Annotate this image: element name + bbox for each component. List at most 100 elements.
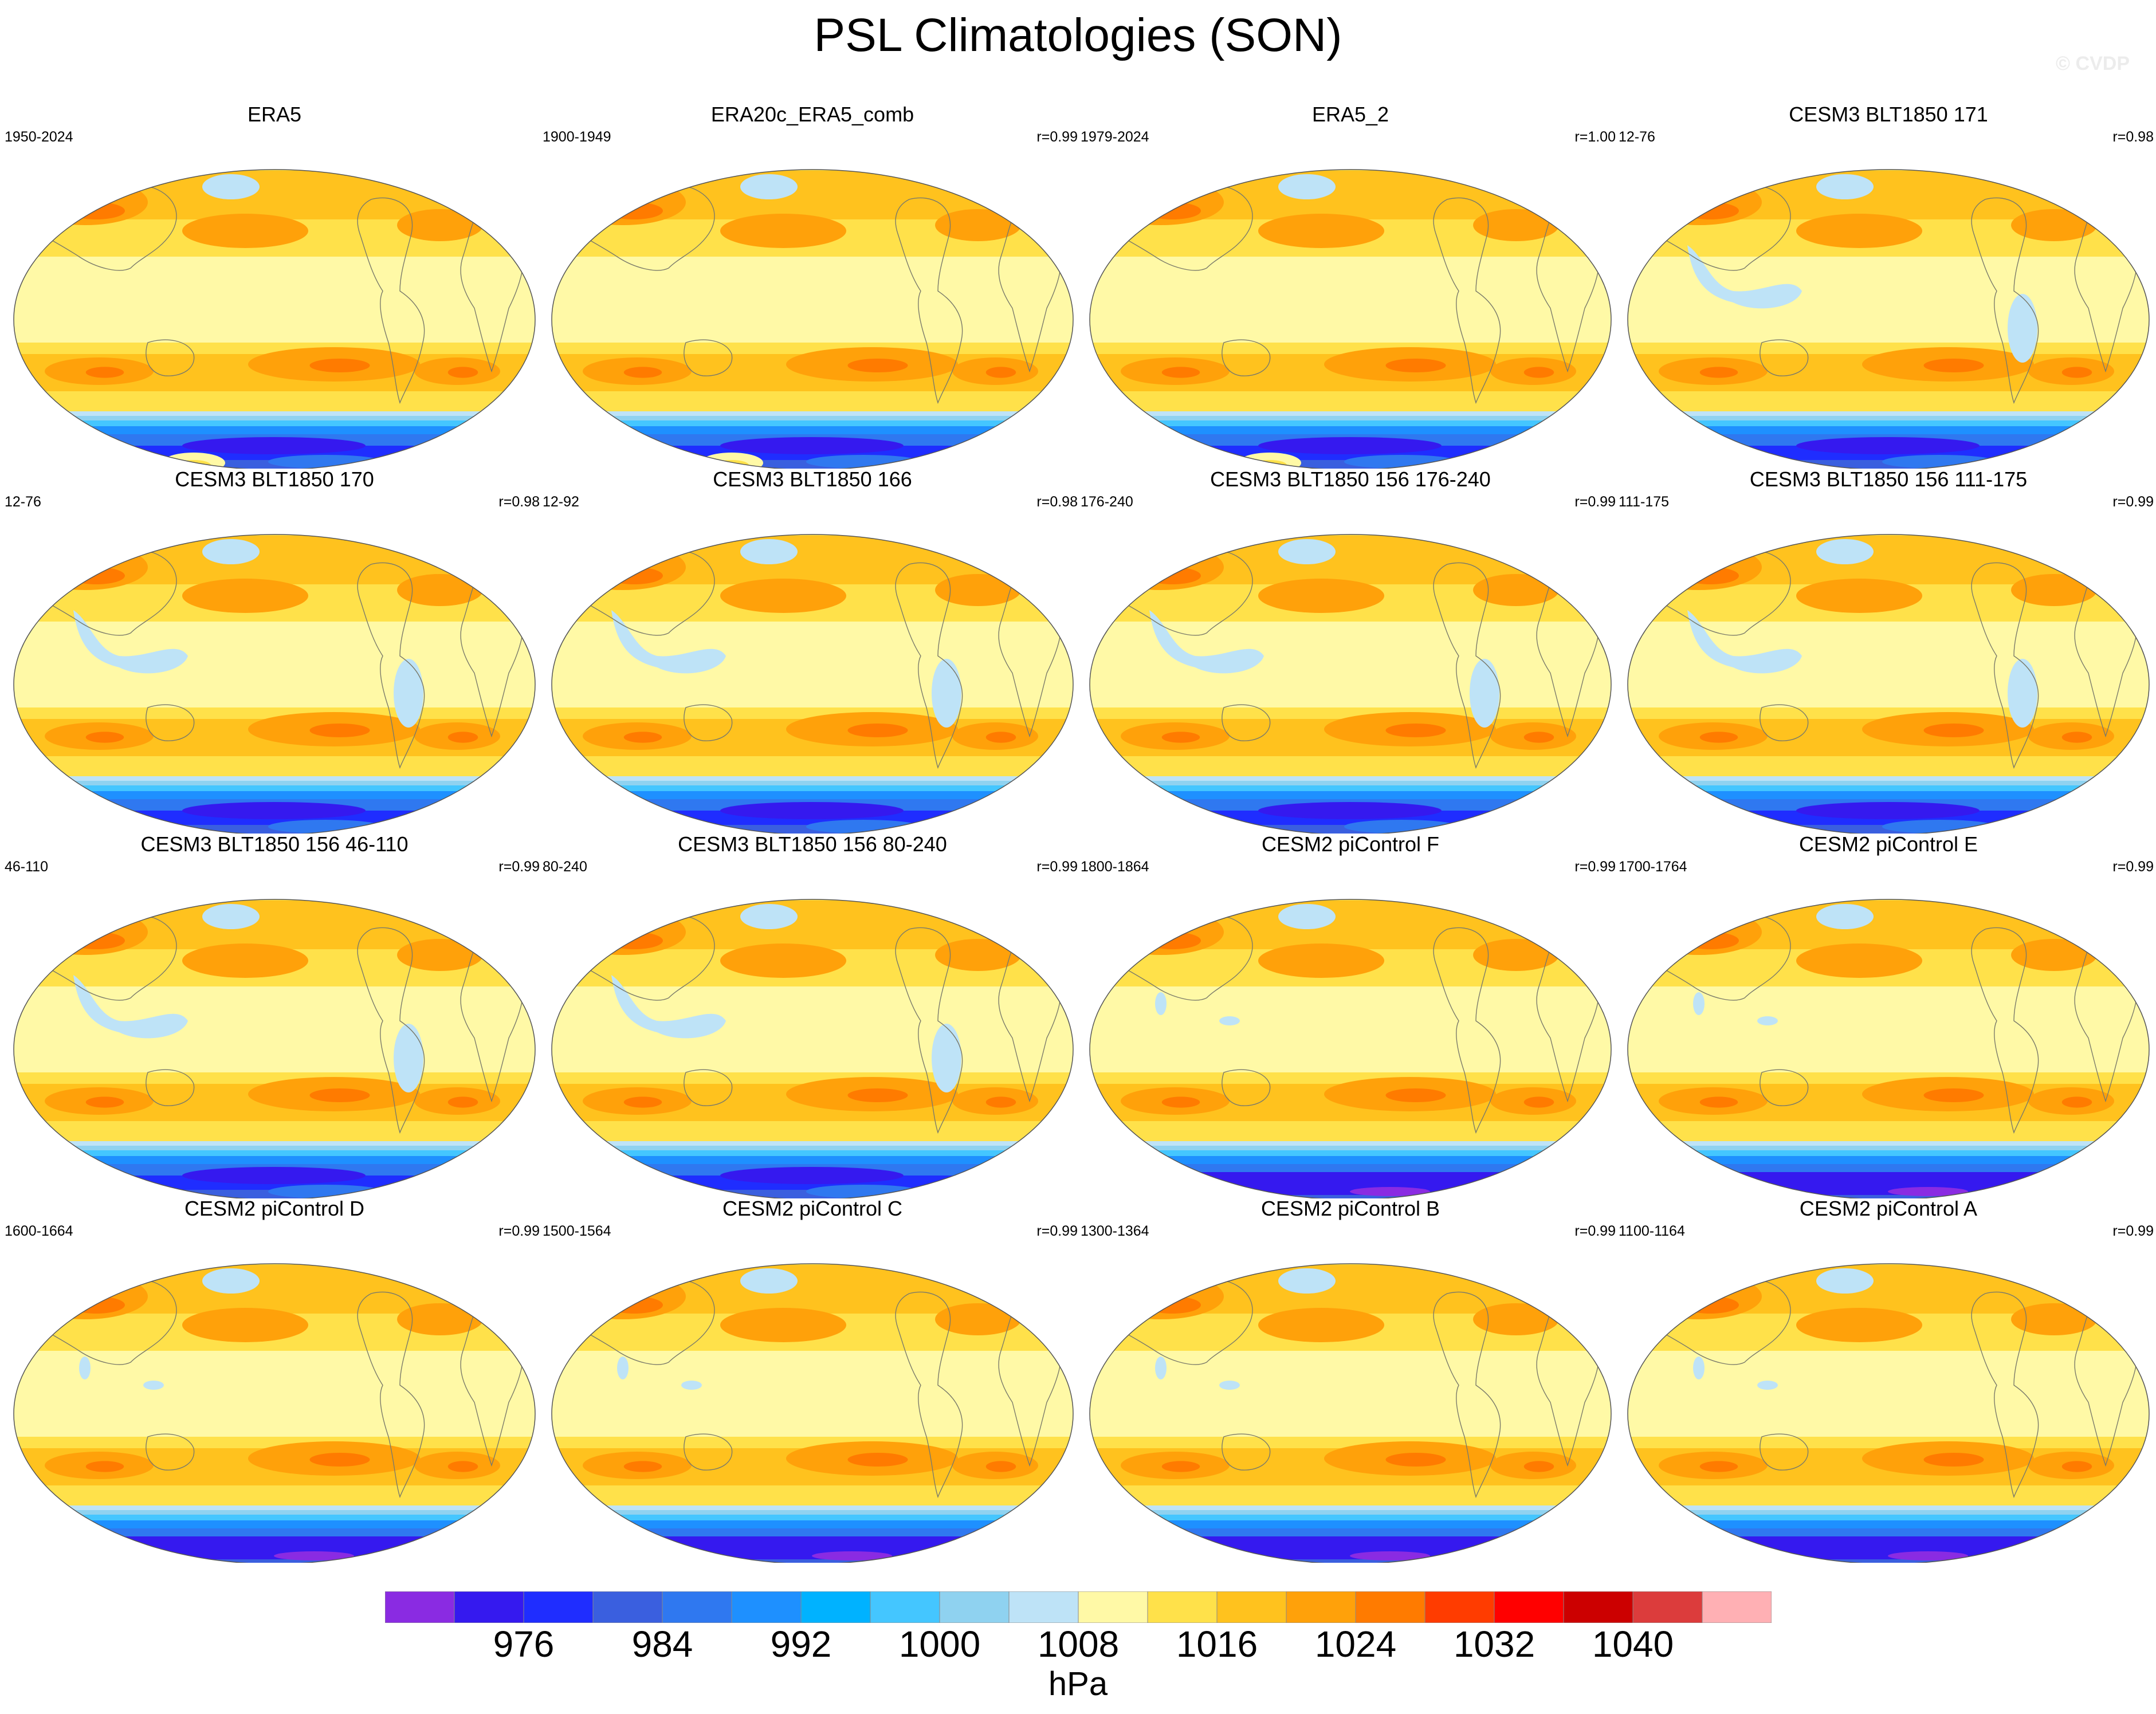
- colorbar-tick-label: 1040: [1592, 1623, 1674, 1665]
- panel-title: CESM2 piControl C: [722, 1197, 903, 1220]
- panel-years: 1800-1864: [1081, 859, 1149, 875]
- colorbar-swatch: [662, 1591, 732, 1623]
- colorbar-tick-label: 1016: [1176, 1623, 1258, 1665]
- panel-title: CESM2 piControl D: [184, 1197, 365, 1220]
- panel-correlation: r=0.99: [1036, 859, 1078, 875]
- panel-correlation: r=0.99: [1036, 1223, 1078, 1239]
- map-panel: CESM3 BLT1850 156 111-175 111-175 r=0.99: [1619, 467, 2156, 834]
- panel-years: 1700-1764: [1619, 859, 1687, 875]
- panel-title: CESM3 BLT1850 171: [1789, 103, 1988, 126]
- psl-map: [1089, 899, 1612, 1198]
- psl-map: [1089, 169, 1612, 469]
- page-title: PSL Climatologies (SON): [814, 9, 1342, 61]
- colorbar-swatch: [1078, 1591, 1148, 1623]
- panel-correlation: r=0.99: [2112, 494, 2154, 510]
- map-panel: CESM3 BLT1850 171 12-76 r=0.98: [1619, 102, 2156, 469]
- map-panel: ERA5_2 1979-2024 r=1.00: [1081, 102, 1620, 469]
- panel-title: CESM3 BLT1850 156 46-110: [140, 832, 409, 856]
- colorbar-tick-label: 1032: [1453, 1623, 1535, 1665]
- map-panel: CESM2 piControl D 1600-1664 r=0.99: [5, 1196, 544, 1563]
- panel-title: CESM3 BLT1850 156 111-175: [1749, 467, 2028, 491]
- psl-map: [1627, 534, 2150, 834]
- map-outline: [13, 899, 536, 1198]
- map-outline: [13, 534, 536, 834]
- map-outline: [13, 1263, 536, 1563]
- psl-map: [13, 1263, 536, 1563]
- map-panel: ERA20c_ERA5_comb 1900-1949 r=0.99: [543, 102, 1082, 469]
- panel-correlation: r=0.99: [1574, 1223, 1616, 1239]
- colorbar-swatch: [939, 1591, 1010, 1623]
- map-outline: [551, 534, 1074, 834]
- panel-years: 1500-1564: [543, 1223, 611, 1239]
- panel-title: ERA20c_ERA5_comb: [710, 103, 914, 126]
- map-panel: CESM2 piControl E 1700-1764 r=0.99: [1619, 832, 2156, 1198]
- colorbar-swatch: [1286, 1591, 1356, 1623]
- panel-years: 1900-1949: [543, 129, 611, 145]
- panel-correlation: r=0.99: [1036, 129, 1078, 145]
- panel-years: 1300-1364: [1081, 1223, 1149, 1239]
- colorbar-tick-label: 984: [631, 1623, 693, 1665]
- panel-title: CESM2 piControl A: [1799, 1197, 1978, 1220]
- panel-correlation: r=0.99: [498, 859, 540, 875]
- psl-map: [1627, 1263, 2150, 1563]
- colorbar-swatch: [454, 1591, 524, 1623]
- panel-title: CESM3 BLT1850 156 80-240: [678, 832, 947, 856]
- panel-years: 1600-1664: [5, 1223, 73, 1239]
- panel-correlation: r=0.98: [498, 494, 540, 510]
- colorbar-swatch: [1147, 1591, 1218, 1623]
- colorbar-swatch: [523, 1591, 594, 1623]
- psl-map: [551, 169, 1074, 469]
- panel-years: 46-110: [5, 859, 48, 875]
- map-outline: [1089, 534, 1612, 834]
- map-panel: ERA5 1950-2024: [5, 102, 544, 469]
- colorbar-units: hPa: [1048, 1665, 1108, 1703]
- map-panel: CESM2 piControl C 1500-1564 r=0.99: [543, 1196, 1082, 1563]
- psl-map: [1089, 534, 1612, 834]
- map-outline: [551, 169, 1074, 469]
- panel-years: 176-240: [1081, 494, 1133, 510]
- colorbar-swatch: [1702, 1591, 1772, 1623]
- cvdp-watermark: © CVDP: [2056, 53, 2130, 74]
- map-outline: [1089, 899, 1612, 1198]
- map-panel: CESM2 piControl A 1100-1164 r=0.99: [1619, 1196, 2156, 1563]
- panel-correlation: r=0.99: [1574, 859, 1616, 875]
- psl-map: [13, 534, 536, 834]
- panel-correlation: r=1.00: [1574, 129, 1616, 145]
- colorbar-swatch: [1216, 1591, 1287, 1623]
- panel-title: CESM2 piControl F: [1261, 832, 1440, 856]
- colorbar-tick-label: 1024: [1314, 1623, 1397, 1665]
- map-outline: [1627, 534, 2150, 834]
- colorbar-swatch: [1424, 1591, 1495, 1623]
- colorbar-tick-label: 1008: [1037, 1623, 1120, 1665]
- map-outline: [551, 899, 1074, 1198]
- map-outline: [1627, 899, 2150, 1198]
- panel-correlation: r=0.98: [1036, 494, 1078, 510]
- map-outline: [1089, 169, 1612, 469]
- psl-map: [551, 899, 1074, 1198]
- colorbar: [385, 1591, 1772, 1623]
- colorbar-swatch: [800, 1591, 871, 1623]
- psl-map: [13, 169, 536, 469]
- colorbar-swatch: [385, 1591, 455, 1623]
- panel-years: 1950-2024: [5, 129, 73, 145]
- panel-years: 1100-1164: [1619, 1223, 1685, 1239]
- panel-years: 1979-2024: [1081, 129, 1149, 145]
- panel-years: 12-76: [1619, 129, 1655, 145]
- map-outline: [1627, 1263, 2150, 1563]
- colorbar-tick-label: 992: [770, 1623, 832, 1665]
- colorbar-tick-label: 1000: [898, 1623, 981, 1665]
- map-outline: [551, 1263, 1074, 1563]
- map-panel: CESM3 BLT1850 156 176-240 176-240 r=0.99: [1081, 467, 1620, 834]
- panel-title: CESM3 BLT1850 170: [175, 467, 374, 491]
- psl-map: [1627, 899, 2150, 1198]
- map-panel: CESM2 piControl F 1800-1864 r=0.99: [1081, 832, 1620, 1198]
- panel-title: ERA5: [247, 103, 302, 126]
- colorbar-tick-label: 976: [493, 1623, 555, 1665]
- colorbar-swatch: [1494, 1591, 1564, 1623]
- panel-title: ERA5_2: [1311, 103, 1389, 126]
- colorbar-swatch: [1563, 1591, 1633, 1623]
- panel-title: CESM3 BLT1850 156 176-240: [1210, 467, 1491, 491]
- panel-correlation: r=0.99: [1574, 494, 1616, 510]
- map-panel: CESM3 BLT1850 166 12-92 r=0.98: [543, 467, 1082, 834]
- psl-map: [1089, 1263, 1612, 1563]
